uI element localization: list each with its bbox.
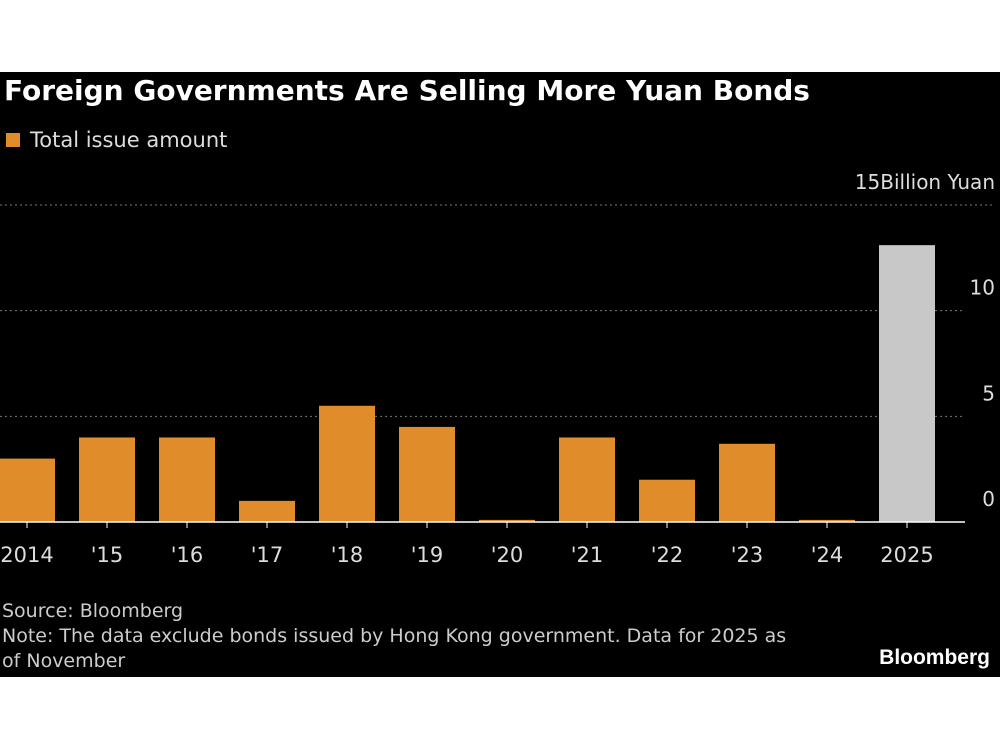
bar — [399, 426, 455, 522]
bar — [159, 437, 215, 522]
x-tick-label: '19 — [411, 543, 444, 567]
bar — [879, 245, 935, 523]
x-tick-label: '18 — [331, 543, 364, 567]
bar — [799, 519, 855, 522]
bar — [479, 519, 535, 522]
bar — [719, 443, 775, 522]
x-tick-label: '22 — [651, 543, 684, 567]
bar — [319, 405, 375, 522]
x-tick-label: 2025 — [880, 543, 933, 567]
x-tick-label: '17 — [251, 543, 284, 567]
bar — [239, 500, 295, 522]
y-tick-label: 10 — [970, 276, 995, 300]
x-tick-label: 2014 — [0, 543, 53, 567]
y-tick-label: 5 — [982, 381, 995, 405]
chart-title: Foreign Governments Are Selling More Yua… — [4, 74, 810, 107]
source: Source: Bloomberg — [2, 600, 184, 622]
bar — [639, 479, 695, 522]
x-tick-label: '16 — [171, 543, 204, 567]
x-tick-label: '21 — [571, 543, 604, 567]
bar — [79, 437, 135, 522]
note: Note: The data exclude bonds issued by H… — [2, 625, 787, 672]
x-tick-label: '20 — [491, 543, 524, 567]
bar — [559, 437, 615, 522]
legend-label: Total issue amount — [30, 128, 228, 152]
x-tick-label: '24 — [811, 543, 844, 567]
bar — [0, 458, 55, 522]
x-tick-label: '23 — [731, 543, 764, 567]
y-tick-label: 0 — [982, 487, 995, 511]
chart-panel: 0 5 10 15Billion Yuan 2014 '15 '16 '17 '18 '19 '20… — [0, 72, 1000, 677]
legend-swatch — [6, 133, 20, 147]
y-tick-label: 15Billion Yuan — [855, 170, 995, 194]
legend: Total issue amount — [6, 128, 227, 152]
x-tick-label: '15 — [91, 543, 124, 567]
brand-logo: Bloomberg — [879, 646, 990, 669]
chart: 0 5 10 15Billion Yuan 2014 '15 '16 '17 '18 '19 '20… — [0, 170, 995, 567]
